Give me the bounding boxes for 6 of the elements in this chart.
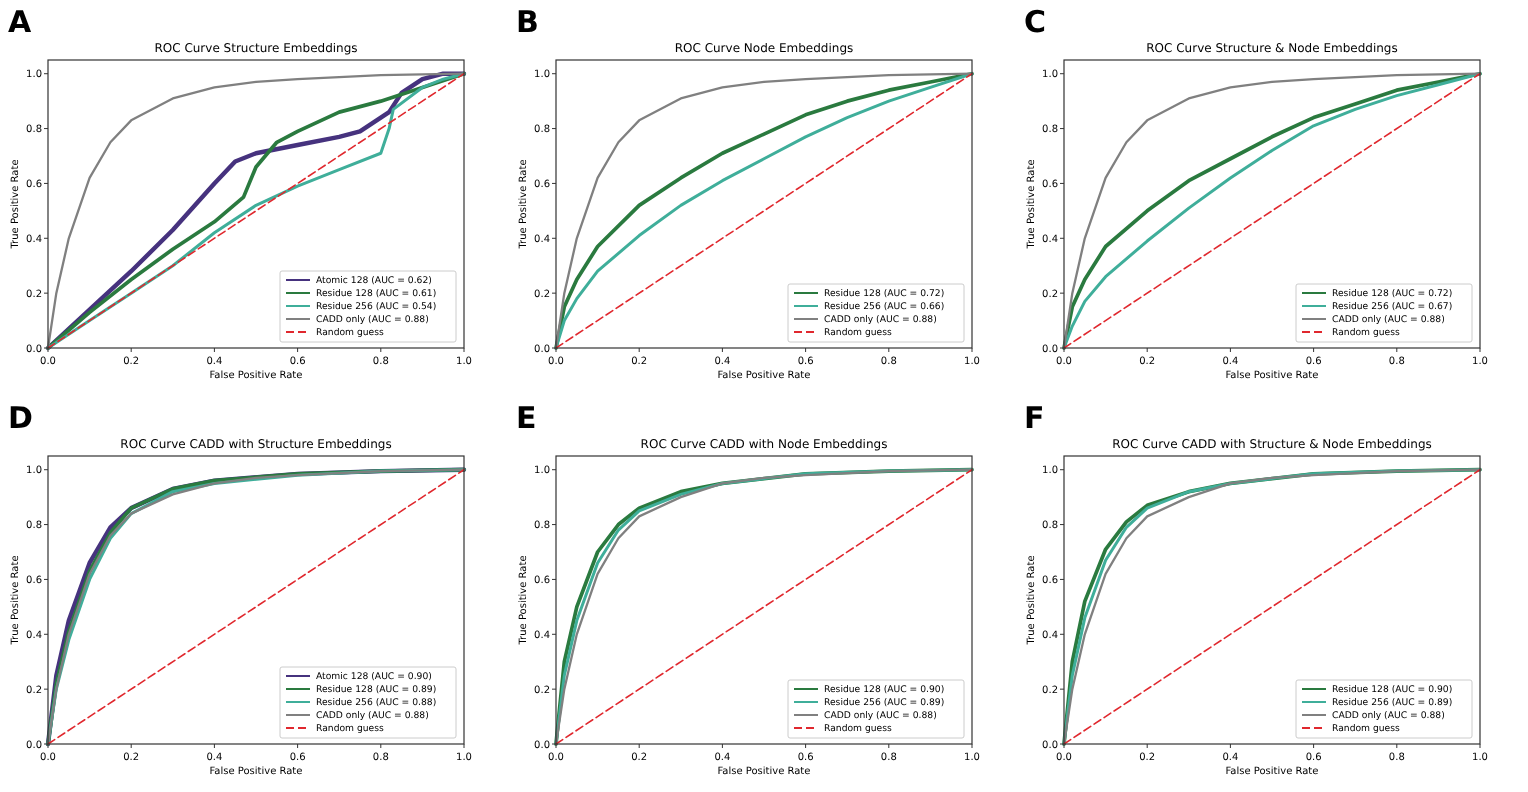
text: B <box>516 4 539 40</box>
text: F <box>1024 400 1045 436</box>
text: A <box>8 4 32 40</box>
text: D <box>8 400 33 436</box>
text: E <box>516 400 537 436</box>
text: C <box>1024 4 1047 40</box>
